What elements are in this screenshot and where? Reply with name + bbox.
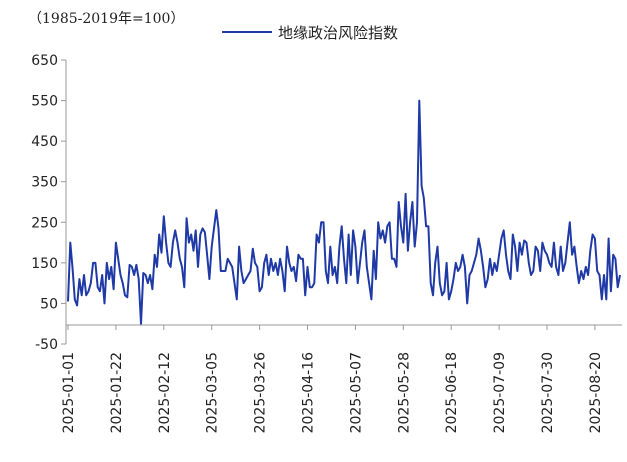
legend-line-swatch (222, 31, 272, 33)
x-axis-ticks: 2025-01-01 2025-01-22 2025-02-12 2025-03-05… (61, 325, 604, 433)
unit-label: （1985-2019年=100） (28, 11, 185, 27)
y-tick-label: 250 (31, 215, 58, 231)
legend-label: 地缘政治风险指数 (278, 23, 399, 42)
y-tick-label: 650 (31, 53, 58, 69)
x-tick-label: 2025-05-07 (348, 352, 364, 433)
x-tick-label: 2025-01-22 (109, 352, 125, 433)
y-tick-label: 450 (31, 134, 58, 150)
x-tick-label: 2025-04-16 (301, 352, 317, 433)
x-tick-label: 2025-02-12 (157, 352, 173, 433)
series-line (67, 99, 621, 325)
x-tick-label: 2025-03-05 (205, 352, 221, 433)
x-tick-label: 2025-08-20 (588, 352, 604, 433)
legend: 地缘政治风险指数 (222, 22, 398, 42)
y-tick-label: 350 (31, 175, 58, 191)
x-tick-label: 2025-07-30 (540, 352, 556, 433)
x-tick-label: 2025-05-28 (396, 352, 412, 433)
y-tick-label: 550 (31, 94, 58, 110)
y-tick-label: 150 (31, 256, 58, 272)
y-tick-label: 50 (40, 296, 58, 312)
y-tick-label: -50 (35, 337, 58, 353)
x-tick-label: 2025-03-26 (253, 352, 269, 433)
x-tick-label: 2025-07-09 (492, 352, 508, 433)
y-axis-ticks: 650 550 450 350 250 150 50 -50 (31, 53, 66, 353)
x-tick-label: 2025-06-18 (444, 352, 460, 433)
x-tick-label: 2025-01-01 (61, 352, 77, 433)
